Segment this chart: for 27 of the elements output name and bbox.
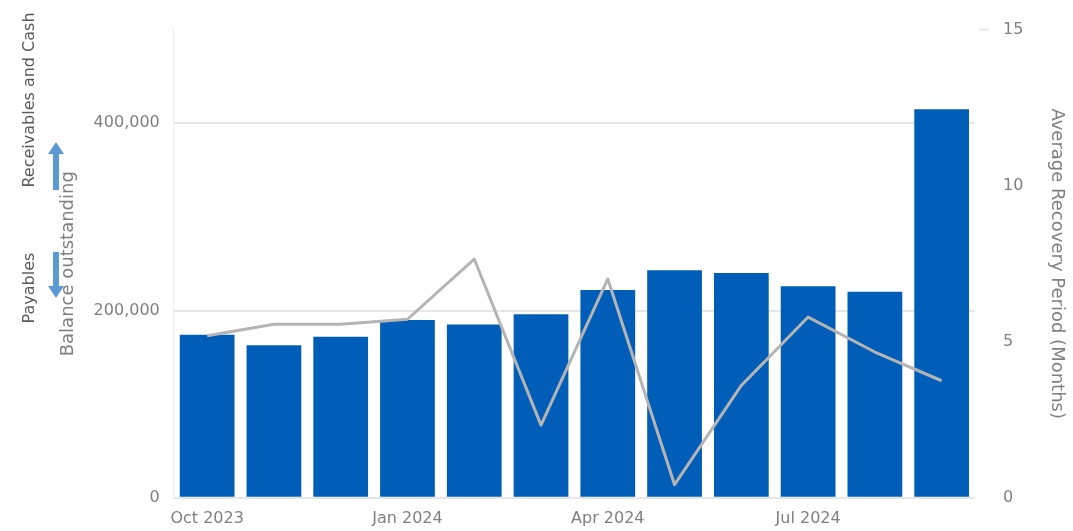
y-tick-label: 0 [149, 486, 160, 506]
bar [380, 319, 435, 497]
x-tick-label: Jul 2024 [774, 507, 841, 527]
bar [914, 109, 970, 497]
bar [513, 314, 569, 497]
bar [780, 286, 836, 497]
bar [246, 345, 302, 497]
bar [580, 289, 636, 497]
y-tick-label: 400,000 [93, 112, 160, 132]
y2-tick-label: 5 [1003, 330, 1014, 350]
x-tick-label: Oct 2023 [170, 507, 244, 527]
x-tick-label: Apr 2024 [571, 507, 645, 527]
bar [847, 291, 903, 497]
y2-tick-label: 15 [1003, 18, 1024, 38]
bar [647, 270, 702, 497]
text: Receivables and Cash [18, 12, 38, 188]
y2-axis-title: Average Recovery Period (Months) [1047, 108, 1069, 419]
bar [713, 273, 769, 497]
bar [313, 336, 369, 497]
y-axis-title: Balance outstanding [56, 171, 78, 357]
bar [446, 324, 502, 497]
y-tick-label: 200,000 [93, 299, 160, 319]
bar [179, 334, 235, 497]
y2-tick-label: 10 [1003, 174, 1024, 194]
x-tick-label: Jan 2024 [371, 507, 443, 527]
y2-tick-label: 0 [1003, 486, 1014, 506]
text: Payables [18, 252, 38, 324]
